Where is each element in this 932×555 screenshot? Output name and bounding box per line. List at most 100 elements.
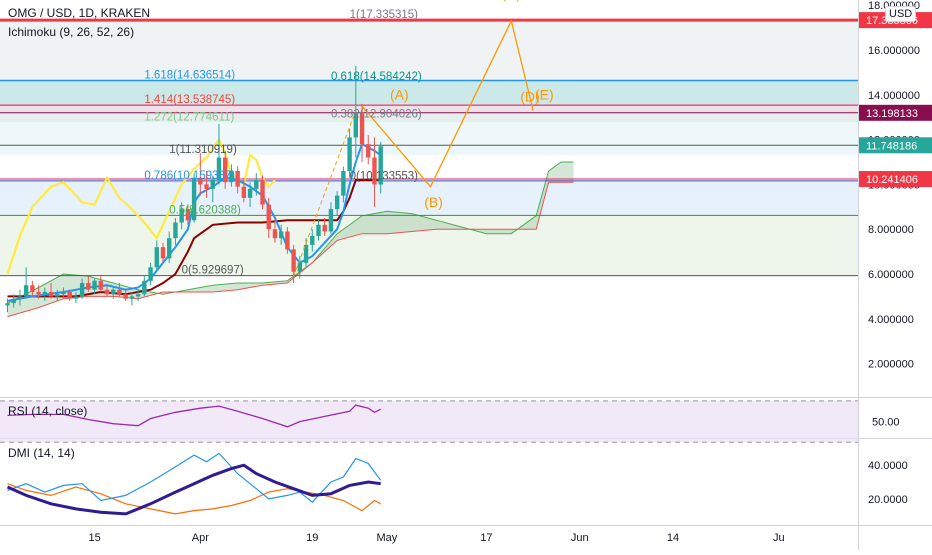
candle-53[interactable] [328, 202, 334, 234]
wave-label-0: (A) [390, 86, 409, 102]
candle-32[interactable] [198, 153, 203, 196]
candle-17[interactable] [104, 285, 110, 297]
candle-39[interactable] [241, 177, 247, 203]
candle-15[interactable] [92, 278, 97, 295]
candle-31[interactable] [191, 173, 197, 223]
candle-body [48, 291, 54, 297]
price-badge-bg [859, 104, 932, 121]
candle-40[interactable] [247, 182, 253, 207]
candle-33[interactable] [204, 171, 209, 198]
candle-body [142, 280, 147, 295]
wave-label-3: (D) [520, 89, 539, 105]
candle-54[interactable] [334, 191, 340, 216]
candle-47[interactable] [291, 244, 296, 283]
candle-body [167, 238, 172, 259]
time-axis[interactable]: 15 Apr 19 May 17 Jun 14 Ju [88, 532, 784, 544]
candle-23[interactable] [142, 276, 147, 297]
candle-12[interactable] [73, 291, 79, 304]
candle-37[interactable] [229, 164, 234, 187]
candle-16[interactable] [98, 276, 103, 292]
price-tick-6: 6.000000 [868, 269, 914, 281]
candle-14[interactable] [86, 276, 91, 292]
candle-1[interactable] [5, 298, 10, 313]
candle-4[interactable] [23, 267, 29, 299]
candle-56[interactable] [347, 128, 352, 178]
candle-19[interactable] [117, 283, 122, 297]
candle-22[interactable] [135, 289, 141, 301]
candle-13[interactable] [79, 278, 85, 299]
candle-body [322, 224, 327, 232]
price-tick-8: 2.000000 [868, 359, 914, 371]
candle-61[interactable] [378, 141, 383, 194]
candle-51[interactable] [316, 220, 321, 241]
candle-42[interactable] [260, 175, 265, 210]
candle-21[interactable] [129, 291, 135, 306]
price-badge-1[interactable]: 13.198133 [859, 104, 932, 121]
candle-60[interactable] [372, 137, 377, 207]
candle-43[interactable] [266, 197, 271, 239]
candle-46[interactable] [285, 227, 290, 254]
candle-55[interactable] [341, 166, 346, 203]
candle-44[interactable] [272, 218, 278, 243]
rsi-legend[interactable]: RSI (14, close) [8, 404, 88, 418]
wave-projection [361, 18, 534, 188]
candle-36[interactable] [223, 150, 228, 189]
fib-band-4 [0, 155, 858, 181]
candle-8[interactable] [48, 283, 54, 299]
candle-body [179, 209, 184, 223]
candle-11[interactable] [67, 289, 72, 301]
candles[interactable] [5, 65, 383, 313]
adx-line [6, 463, 381, 516]
candle-41[interactable] [254, 173, 259, 196]
candle-body [79, 283, 85, 297]
ichimoku-legend[interactable]: Ichimoku (9, 26, 52, 26) [8, 25, 135, 39]
candle-24[interactable] [148, 262, 153, 286]
candle-25[interactable] [154, 240, 159, 270]
candle-body [98, 280, 103, 290]
candle-52[interactable] [322, 218, 327, 236]
candle-28[interactable] [173, 218, 178, 245]
candle-20[interactable] [123, 289, 128, 301]
candle-body [353, 112, 359, 138]
candle-29[interactable] [179, 202, 184, 230]
candle-5[interactable] [30, 280, 35, 297]
time-tick-1: Apr [192, 532, 209, 544]
candle-50[interactable] [310, 229, 315, 252]
candle-18[interactable] [111, 287, 116, 299]
candle-2[interactable] [11, 294, 16, 308]
fib-band-0 [0, 20, 858, 81]
candle-body [310, 235, 315, 245]
candle-58[interactable] [359, 103, 365, 163]
candle-45[interactable] [278, 224, 284, 245]
dmi-legend[interactable]: DMI (14, 14) [8, 446, 75, 460]
candle-body [229, 171, 234, 183]
fib-band-6 [0, 215, 858, 276]
candle-26[interactable] [160, 242, 166, 263]
fib-band-5 [0, 180, 858, 216]
currency-badge[interactable]: USD [885, 6, 917, 22]
price-tick-2: 14.000000 [868, 90, 920, 102]
candle-30[interactable] [185, 204, 191, 225]
candle-body [42, 291, 48, 295]
price-badge-3[interactable]: 10.241406 [859, 171, 932, 188]
candle-9[interactable] [55, 289, 60, 301]
candle-7[interactable] [42, 287, 48, 301]
candle-body [30, 285, 35, 292]
candle-34[interactable] [210, 175, 215, 203]
candle-body [154, 247, 159, 268]
price-axis[interactable]: 18.00000016.00000014.00000012.00000010.0… [859, 0, 932, 371]
candle-35[interactable] [216, 123, 222, 185]
fib-band-3 [0, 122, 858, 156]
candle-10[interactable] [61, 287, 66, 299]
time-tick-0: 15 [88, 532, 100, 544]
candle-body [241, 186, 247, 198]
price-badge-2[interactable]: 11.748186 [859, 137, 932, 154]
dmi-tick-1: 20.0000 [868, 494, 908, 506]
candle-38[interactable] [235, 166, 240, 194]
candle-27[interactable] [167, 231, 172, 263]
candle-6[interactable] [36, 285, 41, 299]
candle-59[interactable] [366, 135, 371, 165]
candle-body [366, 144, 371, 158]
candle-3[interactable] [17, 289, 23, 306]
